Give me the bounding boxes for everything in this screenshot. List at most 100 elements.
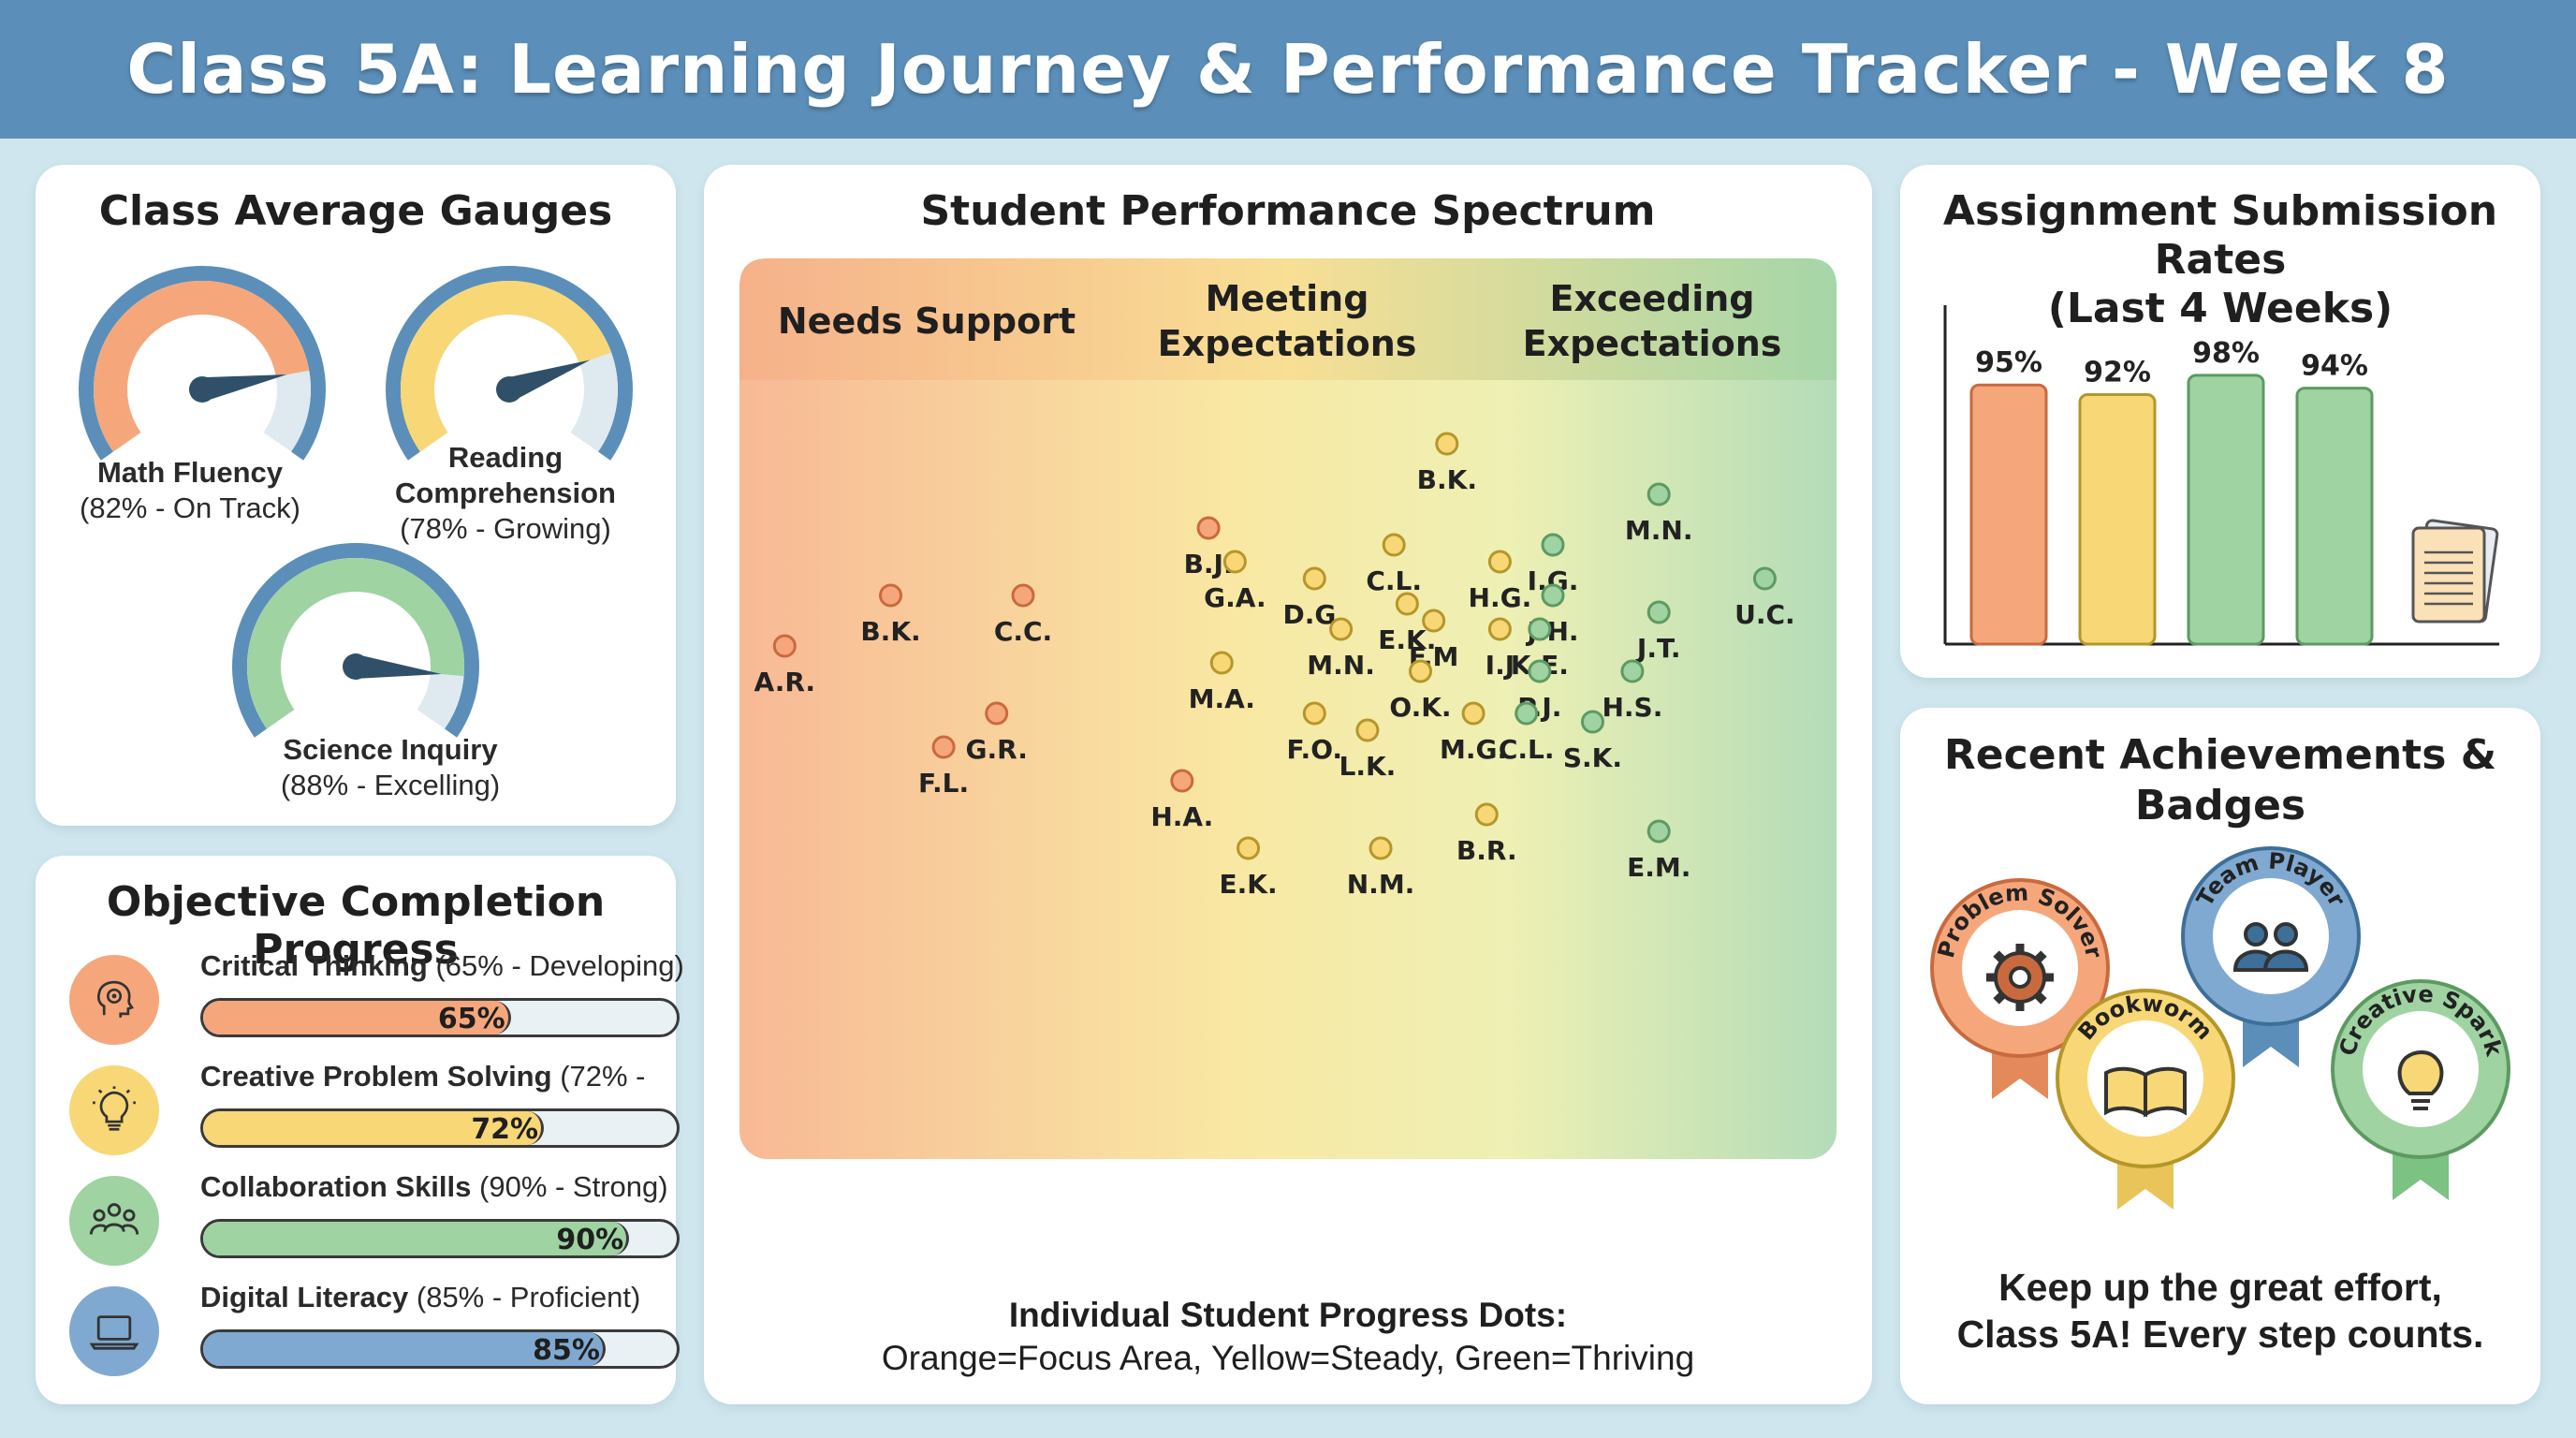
student-dot-marker [772,634,797,658]
submission-bar [2295,387,2374,646]
gauges-graphic [79,266,633,738]
student-dot-marker [1011,583,1035,608]
spectrum-card: Student Performance Spectrum Needs Suppo… [704,165,1872,1404]
student-dot: B.K. [860,583,921,647]
objective-label: Collaboration Skills (90% - Strong) [200,1170,687,1204]
submission-bar [2187,374,2265,646]
student-dot-marker [1647,819,1671,844]
student-dot-marker [1395,592,1419,616]
student-dot-marker [1382,533,1406,557]
gauge-ring [386,266,633,461]
page-title: Class 5A: Learning Journey & Performance… [126,30,2450,109]
student-dot: A.R. [754,634,815,697]
student-dot-marker [1237,836,1261,860]
objective-label: Critical Thinking (65% - Developing) [200,949,687,983]
submission-bar [2078,393,2157,646]
gauge-science-detail: (88% - Excelling) [280,769,501,801]
gauge-reading-name-2: Comprehension [395,477,616,509]
page-header: Class 5A: Learning Journey & Performance… [0,0,2576,139]
objective-name: Critical Thinking [200,949,428,982]
objective-label: Digital Literacy (85% - Proficient) [200,1281,687,1314]
student-dot-label: F.L. [918,768,969,799]
objective-percent: 90% [556,1224,624,1256]
objectives-card: Objective Completion Progress Critical T… [36,856,684,1404]
student-dot-label: H.S. [1602,692,1662,723]
achievements-title-line1: Recent Achievements & [1943,731,2497,779]
book-icon [2104,1066,2187,1118]
student-dot: H.G. [1469,550,1531,613]
student-dot-marker [1474,802,1499,827]
student-dot-marker [1487,550,1512,574]
people-icon [2232,922,2309,972]
spectrum-zone-label: Meeting [1206,278,1369,319]
objectives-title: Objective Completion Progress [106,878,606,974]
badge-inner [2213,878,2329,994]
student-dot-label: G.A. [1204,582,1266,613]
student-dot-label: O.K. [1389,692,1451,723]
student-dot: G.R. [966,701,1028,765]
achievements-title-line2: Badges [2134,782,2306,829]
lightbulb-icon [69,1065,159,1155]
submissions-card: Assignment Submission Rates (Last 4 Week… [1900,165,2540,678]
objective-progress-bar: 85% [200,1329,680,1369]
student-dot-label: G.R. [966,734,1028,765]
student-dot: C.L. [1499,701,1555,765]
student-dot-label: C.C. [994,616,1052,647]
student-dot-label: F.O. [1287,734,1342,765]
student-dot: M.N. [1307,617,1375,681]
objective-percent: 72% [471,1113,539,1146]
objective-row: Creative Problem Solving (72% - 72% [36,1058,680,1161]
student-dot-marker [1409,659,1432,683]
student-dot: B.K. [1417,432,1477,495]
objective-row: Digital Literacy (85% - Proficient) 85% [36,1279,680,1382]
student-dot-marker [1541,583,1565,608]
student-dot: H.S. [1602,659,1662,723]
submissions-title-line1: Assignment Submission Rates [1942,187,2498,284]
student-dot-label: C.L. [1499,734,1555,765]
gauge-fill [247,558,464,729]
student-dot: C.C. [994,583,1052,647]
student-dot-marker [1422,609,1446,633]
spectrum-caption: Individual Student Progress Dots: Orange… [704,1294,1872,1380]
student-dot: O.K. [1389,659,1452,723]
objective-row: Collaboration Skills (90% - Strong) 90% [36,1168,680,1271]
student-dot: M.N. [1625,482,1692,546]
badge-bookworm: Bookworm [2056,989,2235,1210]
objective-detail: (90% - Strong) [479,1170,668,1203]
gauge-math-name: Math Fluency [96,456,284,489]
gauge-ring [79,266,326,461]
submissions-title-line2: (Last 4 Weeks) [2047,285,2393,332]
gauge-math-detail: (82% - On Track) [80,492,300,524]
student-dot-label: M.G. [1440,734,1507,765]
objective-name: Collaboration Skills [200,1170,472,1203]
student-dot-label: I.J [1486,650,1515,681]
objective-detail: (85% - Proficient) [416,1281,641,1313]
people-group-icon [69,1176,159,1266]
gauge-needle [505,360,591,402]
gauge-math-label: Math Fluency (82% - On Track) [73,455,307,526]
objective-label: Creative Problem Solving (72% - [200,1060,687,1093]
student-dot-marker [1435,432,1459,456]
submissions-title: Assignment Submission Rates (Last 4 Week… [1900,187,2540,333]
spectrum-caption-line2: Orange=Focus Area, Yellow=Steady, Green=… [881,1339,1695,1377]
student-dot-marker [879,583,902,608]
objective-name: Digital Literacy [200,1281,409,1313]
gauges-title: Class Average Gauges [98,187,613,235]
student-dot-marker [1355,718,1380,742]
spectrum-caption-line1: Individual Student Progress Dots: [1008,1296,1568,1334]
objective-progress-bar: 72% [200,1108,680,1148]
objective-progress-bar: 65% [200,998,680,1037]
student-dot-marker [1515,701,1539,726]
student-dot-marker [1196,516,1221,540]
objective-progress-fill [203,1332,607,1366]
spectrum-zone-header [739,258,1837,380]
gauge-science-name: Science Inquiry [283,733,498,766]
spectrum-chart: Needs SupportMeetingExpectationsExceedin… [739,258,1837,1159]
gauge-fill [94,281,310,452]
student-dot: G.A. [1204,550,1266,613]
student-dot: S.K. [1563,710,1622,773]
gauges-card: Class Average Gauges Math Fluency (82% -… [36,165,676,826]
student-dot: N.M. [1347,836,1415,900]
student-dot-label: N.M. [1347,869,1415,900]
